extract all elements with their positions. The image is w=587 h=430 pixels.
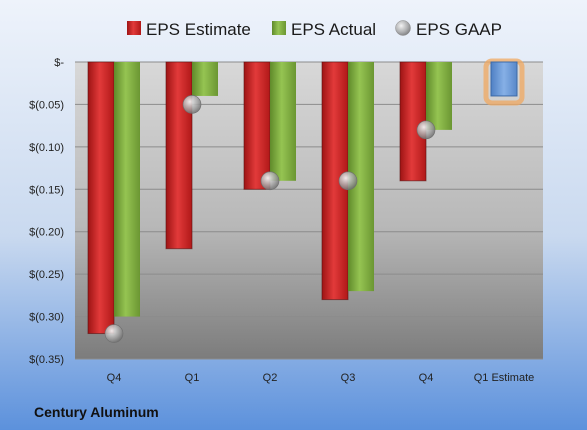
bars xyxy=(87,58,525,335)
gaap-markers xyxy=(104,95,436,343)
bar-actual-2 xyxy=(270,62,296,181)
bar-estimate-4 xyxy=(399,61,427,182)
bar-forecast xyxy=(490,61,518,97)
gaap-point-2 xyxy=(260,171,280,191)
legend-label-estimate: EPS Estimate xyxy=(146,20,251,39)
legend-label-gaap: EPS GAAP xyxy=(416,20,502,39)
company-name: Century Aluminum xyxy=(34,404,159,420)
plot-area xyxy=(75,62,543,359)
x-tick-label-3: Q3 xyxy=(341,372,356,384)
x-tick-label-4: Q4 xyxy=(419,372,434,384)
bar-estimate-1 xyxy=(165,61,193,250)
gaap-point-3 xyxy=(338,171,358,191)
y-tick-label-2: $(0.10) xyxy=(29,142,64,154)
x-tick-label-2: Q2 xyxy=(263,372,278,384)
y-axis-labels: $- $(0.05) $(0.10) $(0.15) $(0.20) $(0.25) $(0… xyxy=(29,57,64,366)
legend-swatch-actual xyxy=(272,21,286,35)
bar-estimate-0 xyxy=(87,61,115,335)
legend: EPS Estimate EPS Actual EPS GAAP xyxy=(127,20,502,39)
x-tick-label-1: Q1 xyxy=(185,372,200,384)
y-tick-label-1: $(0.05) xyxy=(29,99,64,111)
x-axis-labels: Q4 Q1 Q2 Q3 Q4 Q1 Estimate xyxy=(107,372,535,384)
gaap-point-0 xyxy=(104,324,124,343)
gaap-point-4 xyxy=(416,120,436,140)
bar-actual-1 xyxy=(192,62,218,96)
legend-swatch-gaap xyxy=(395,20,411,36)
y-tick-label-6: $(0.30) xyxy=(29,312,64,324)
y-tick-label-3: $(0.15) xyxy=(29,184,64,196)
legend-label-actual: EPS Actual xyxy=(291,20,376,39)
bar-estimate-2 xyxy=(243,61,271,190)
y-tick-label-0: $- xyxy=(54,57,64,69)
y-tick-label-4: $(0.20) xyxy=(29,227,64,239)
y-tick-label-5: $(0.25) xyxy=(29,269,64,281)
legend-swatch-estimate xyxy=(127,21,141,35)
y-tick-label-7: $(0.35) xyxy=(29,354,64,366)
x-tick-label-5: Q1 Estimate xyxy=(474,372,535,384)
bar-actual-0 xyxy=(114,62,140,317)
forecast-glow xyxy=(483,58,525,106)
gridlines xyxy=(75,61,543,360)
bar-actual-4 xyxy=(426,62,452,130)
x-tick-label-0: Q4 xyxy=(107,372,122,384)
gaap-point-1 xyxy=(182,95,202,114)
